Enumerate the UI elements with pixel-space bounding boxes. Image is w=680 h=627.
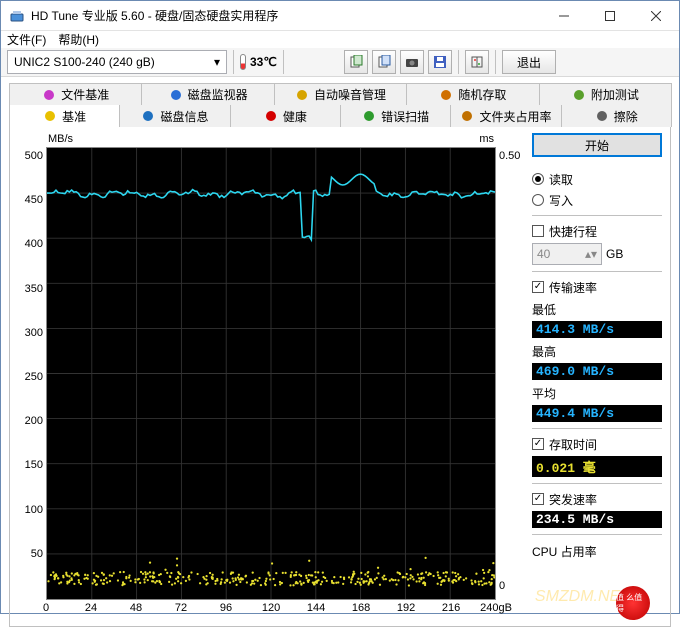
access-value: 0.021 毫 <box>532 456 662 477</box>
checkbox-icon: ✓ <box>532 493 544 505</box>
exit-button[interactable]: 退出 <box>502 50 556 74</box>
check-burst-rate[interactable]: ✓突发速率 <box>532 490 662 508</box>
window-title: HD Tune 专业版 5.60 - 硬盘/固态硬盘实用程序 <box>31 7 541 24</box>
tab-icon <box>460 109 474 123</box>
tab-文件基准[interactable]: 文件基准 <box>9 83 142 105</box>
tab-自动噪音管理[interactable]: 自动噪音管理 <box>274 83 407 105</box>
tab-icon <box>169 88 183 102</box>
avg-label: 平均 <box>532 385 662 402</box>
side-panel: 开始 读取 写入 快捷行程 40▴▾ GB ✓传输速率 最低 414.3 MB/… <box>532 133 662 618</box>
cpu-label: CPU 占用率 <box>532 543 662 560</box>
tab-擦除[interactable]: 擦除 <box>561 105 672 127</box>
checkbox-icon <box>532 225 544 237</box>
divider <box>532 483 662 484</box>
burst-value: 234.5 MB/s <box>532 511 662 528</box>
divider <box>532 534 662 535</box>
tab-icon <box>295 88 309 102</box>
check-access-time[interactable]: ✓存取时间 <box>532 435 662 453</box>
tab-icon <box>572 88 586 102</box>
tab-icon <box>42 88 56 102</box>
window-controls <box>541 1 679 30</box>
unit-row: MB/s ms <box>46 133 496 147</box>
tab-icon <box>439 88 453 102</box>
minimize-button[interactable] <box>541 1 587 30</box>
menu-bar: 文件(F) 帮助(H) <box>1 31 679 48</box>
temperature-display: 33℃ <box>240 54 277 70</box>
tab-icon <box>362 109 376 123</box>
radio-write[interactable]: 写入 <box>532 191 662 209</box>
thermometer-icon <box>240 54 246 70</box>
tab-基准[interactable]: 基准 <box>9 105 120 127</box>
tab-文件夹占用率[interactable]: 文件夹占用率 <box>450 105 561 127</box>
max-value: 469.0 MB/s <box>532 363 662 380</box>
title-bar: HD Tune 专业版 5.60 - 硬盘/固态硬盘实用程序 <box>1 1 679 31</box>
screenshot-button[interactable] <box>400 50 424 74</box>
checkbox-icon: ✓ <box>532 281 544 293</box>
chart-zone: 50045040035030025020015010050 MB/s ms 02… <box>18 133 524 618</box>
smzdm-badge: 值 么值得 <box>616 586 650 620</box>
radio-icon <box>532 173 544 185</box>
y-left-unit: MB/s <box>48 133 73 147</box>
checkbox-icon: ✓ <box>532 438 544 450</box>
content-pane: 50045040035030025020015010050 MB/s ms 02… <box>9 127 671 627</box>
tab-随机存取[interactable]: 随机存取 <box>406 83 539 105</box>
min-value: 414.3 MB/s <box>532 321 662 338</box>
max-label: 最高 <box>532 343 662 360</box>
chevron-down-icon: ▾ <box>214 55 220 69</box>
spinner-icon: ▴▾ <box>585 247 597 261</box>
y-axis-left: 50045040035030025020015010050 <box>18 133 46 618</box>
tab-icon <box>141 109 155 123</box>
separator <box>458 50 459 74</box>
check-transfer-rate[interactable]: ✓传输速率 <box>532 278 662 296</box>
benchmark-plot <box>46 147 496 600</box>
plot-svg <box>47 148 495 599</box>
radio-icon <box>532 194 544 206</box>
radio-read[interactable]: 读取 <box>532 170 662 188</box>
y-right-unit: ms <box>479 133 494 147</box>
separator <box>495 50 496 74</box>
tab-row-1: 文件基准磁盘监视器自动噪音管理随机存取附加测试 <box>9 83 671 105</box>
copy-text-button[interactable] <box>344 50 368 74</box>
maximize-button[interactable] <box>587 1 633 30</box>
tab-磁盘信息[interactable]: 磁盘信息 <box>119 105 230 127</box>
min-label: 最低 <box>532 301 662 318</box>
app-icon <box>9 8 25 24</box>
avg-value: 449.4 MB/s <box>532 405 662 422</box>
toolbar: UNIC2 S100-240 (240 gB) ▾ 33℃ 退出 <box>1 48 679 77</box>
tab-icon <box>43 109 57 123</box>
tab-附加测试[interactable]: 附加测试 <box>539 83 672 105</box>
divider <box>532 215 662 216</box>
save-button[interactable] <box>428 50 452 74</box>
tab-icon <box>595 109 609 123</box>
check-short-stroke[interactable]: 快捷行程 <box>532 222 662 240</box>
app-window: HD Tune 专业版 5.60 - 硬盘/固态硬盘实用程序 文件(F) 帮助(… <box>0 0 680 614</box>
chart-center: MB/s ms 024487296120144168192216240gB <box>46 133 496 618</box>
y-axis-right: 0.500 <box>496 133 524 618</box>
drive-select-value: UNIC2 S100-240 (240 gB) <box>14 55 155 69</box>
short-stroke-unit: GB <box>606 247 623 261</box>
copy-image-button[interactable] <box>372 50 396 74</box>
x-axis: 024487296120144168192216240gB <box>46 600 496 618</box>
tab-磁盘监视器[interactable]: 磁盘监视器 <box>141 83 274 105</box>
divider <box>532 271 662 272</box>
close-button[interactable] <box>633 1 679 30</box>
tab-健康[interactable]: 健康 <box>230 105 341 127</box>
short-stroke-input: 40▴▾ <box>532 243 602 265</box>
start-button[interactable]: 开始 <box>532 133 662 157</box>
temperature-value: 33℃ <box>250 55 277 69</box>
tabs-area: 文件基准磁盘监视器自动噪音管理随机存取附加测试 基准磁盘信息健康错误扫描文件夹占… <box>1 77 679 127</box>
separator <box>233 50 234 74</box>
tab-错误扫描[interactable]: 错误扫描 <box>340 105 451 127</box>
drive-select[interactable]: UNIC2 S100-240 (240 gB) ▾ <box>7 50 227 74</box>
separator <box>283 50 284 74</box>
menu-file[interactable]: 文件(F) <box>7 31 46 48</box>
short-stroke-row: 40▴▾ GB <box>532 243 662 265</box>
tab-icon <box>264 109 278 123</box>
settings-button[interactable] <box>465 50 489 74</box>
menu-help[interactable]: 帮助(H) <box>58 31 99 48</box>
divider <box>532 428 662 429</box>
tab-row-2: 基准磁盘信息健康错误扫描文件夹占用率擦除 <box>9 105 671 127</box>
